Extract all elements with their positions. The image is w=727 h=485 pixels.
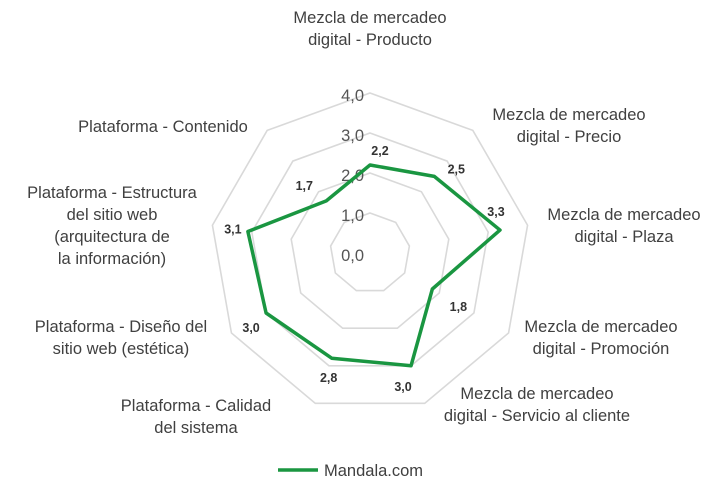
category-label: Mezcla de mercadeo digital - Producto <box>293 9 446 49</box>
category-label: Plataforma - Diseño del sitio web (estéti… <box>35 318 207 358</box>
category-label: Mezcla de mercadeo digital - Servicio al … <box>444 385 630 425</box>
data-label: 2,5 <box>448 162 465 176</box>
data-label: 2,8 <box>320 371 337 385</box>
tick-label: 0,0 <box>341 247 364 265</box>
grid-ring-4 <box>211 92 529 405</box>
legend: Mandala.com <box>278 462 423 480</box>
category-label: Plataforma - Contenido <box>78 118 248 136</box>
data-labels: 2,2 2,5 3,3 1,8 3,0 2,8 3,0 3,1 1,7 <box>224 144 505 394</box>
data-label: 2,2 <box>371 144 388 158</box>
category-label: Plataforma - Calidad del sistema <box>121 397 271 437</box>
tick-label: 2,0 <box>341 167 364 185</box>
category-label: Plataforma - Estructura del sitio web (arq… <box>27 184 197 268</box>
legend-entry-mandala: Mandala.com <box>324 462 423 480</box>
tick-label: 4,0 <box>341 87 364 105</box>
category-label: Mezcla de mercadeo digital - Plaza <box>547 206 700 246</box>
grid-ring-3 <box>250 132 490 367</box>
data-label: 1,7 <box>296 179 313 193</box>
radar-grid <box>211 92 529 405</box>
grid-ring-1 <box>329 212 411 292</box>
series-line-mandala <box>246 163 502 368</box>
data-label: 3,3 <box>487 205 504 219</box>
data-label: 3,1 <box>224 222 241 236</box>
tick-label: 1,0 <box>341 207 364 225</box>
grid-ring-2 <box>290 172 450 329</box>
tick-label: 3,0 <box>341 127 364 145</box>
data-label: 3,0 <box>394 380 411 394</box>
radial-tick-labels: 0,0 1,0 2,0 3,0 4,0 <box>341 87 364 265</box>
data-label: 3,0 <box>242 321 259 335</box>
data-label: 1,8 <box>450 300 467 314</box>
category-label: Mezcla de mercadeo digital - Precio <box>492 106 645 146</box>
series-layer <box>246 163 502 368</box>
category-labels: Mezcla de mercadeo digital - Producto Mezc… <box>27 9 700 437</box>
category-label: Mezcla de mercadeo digital - Promoción <box>524 318 677 358</box>
